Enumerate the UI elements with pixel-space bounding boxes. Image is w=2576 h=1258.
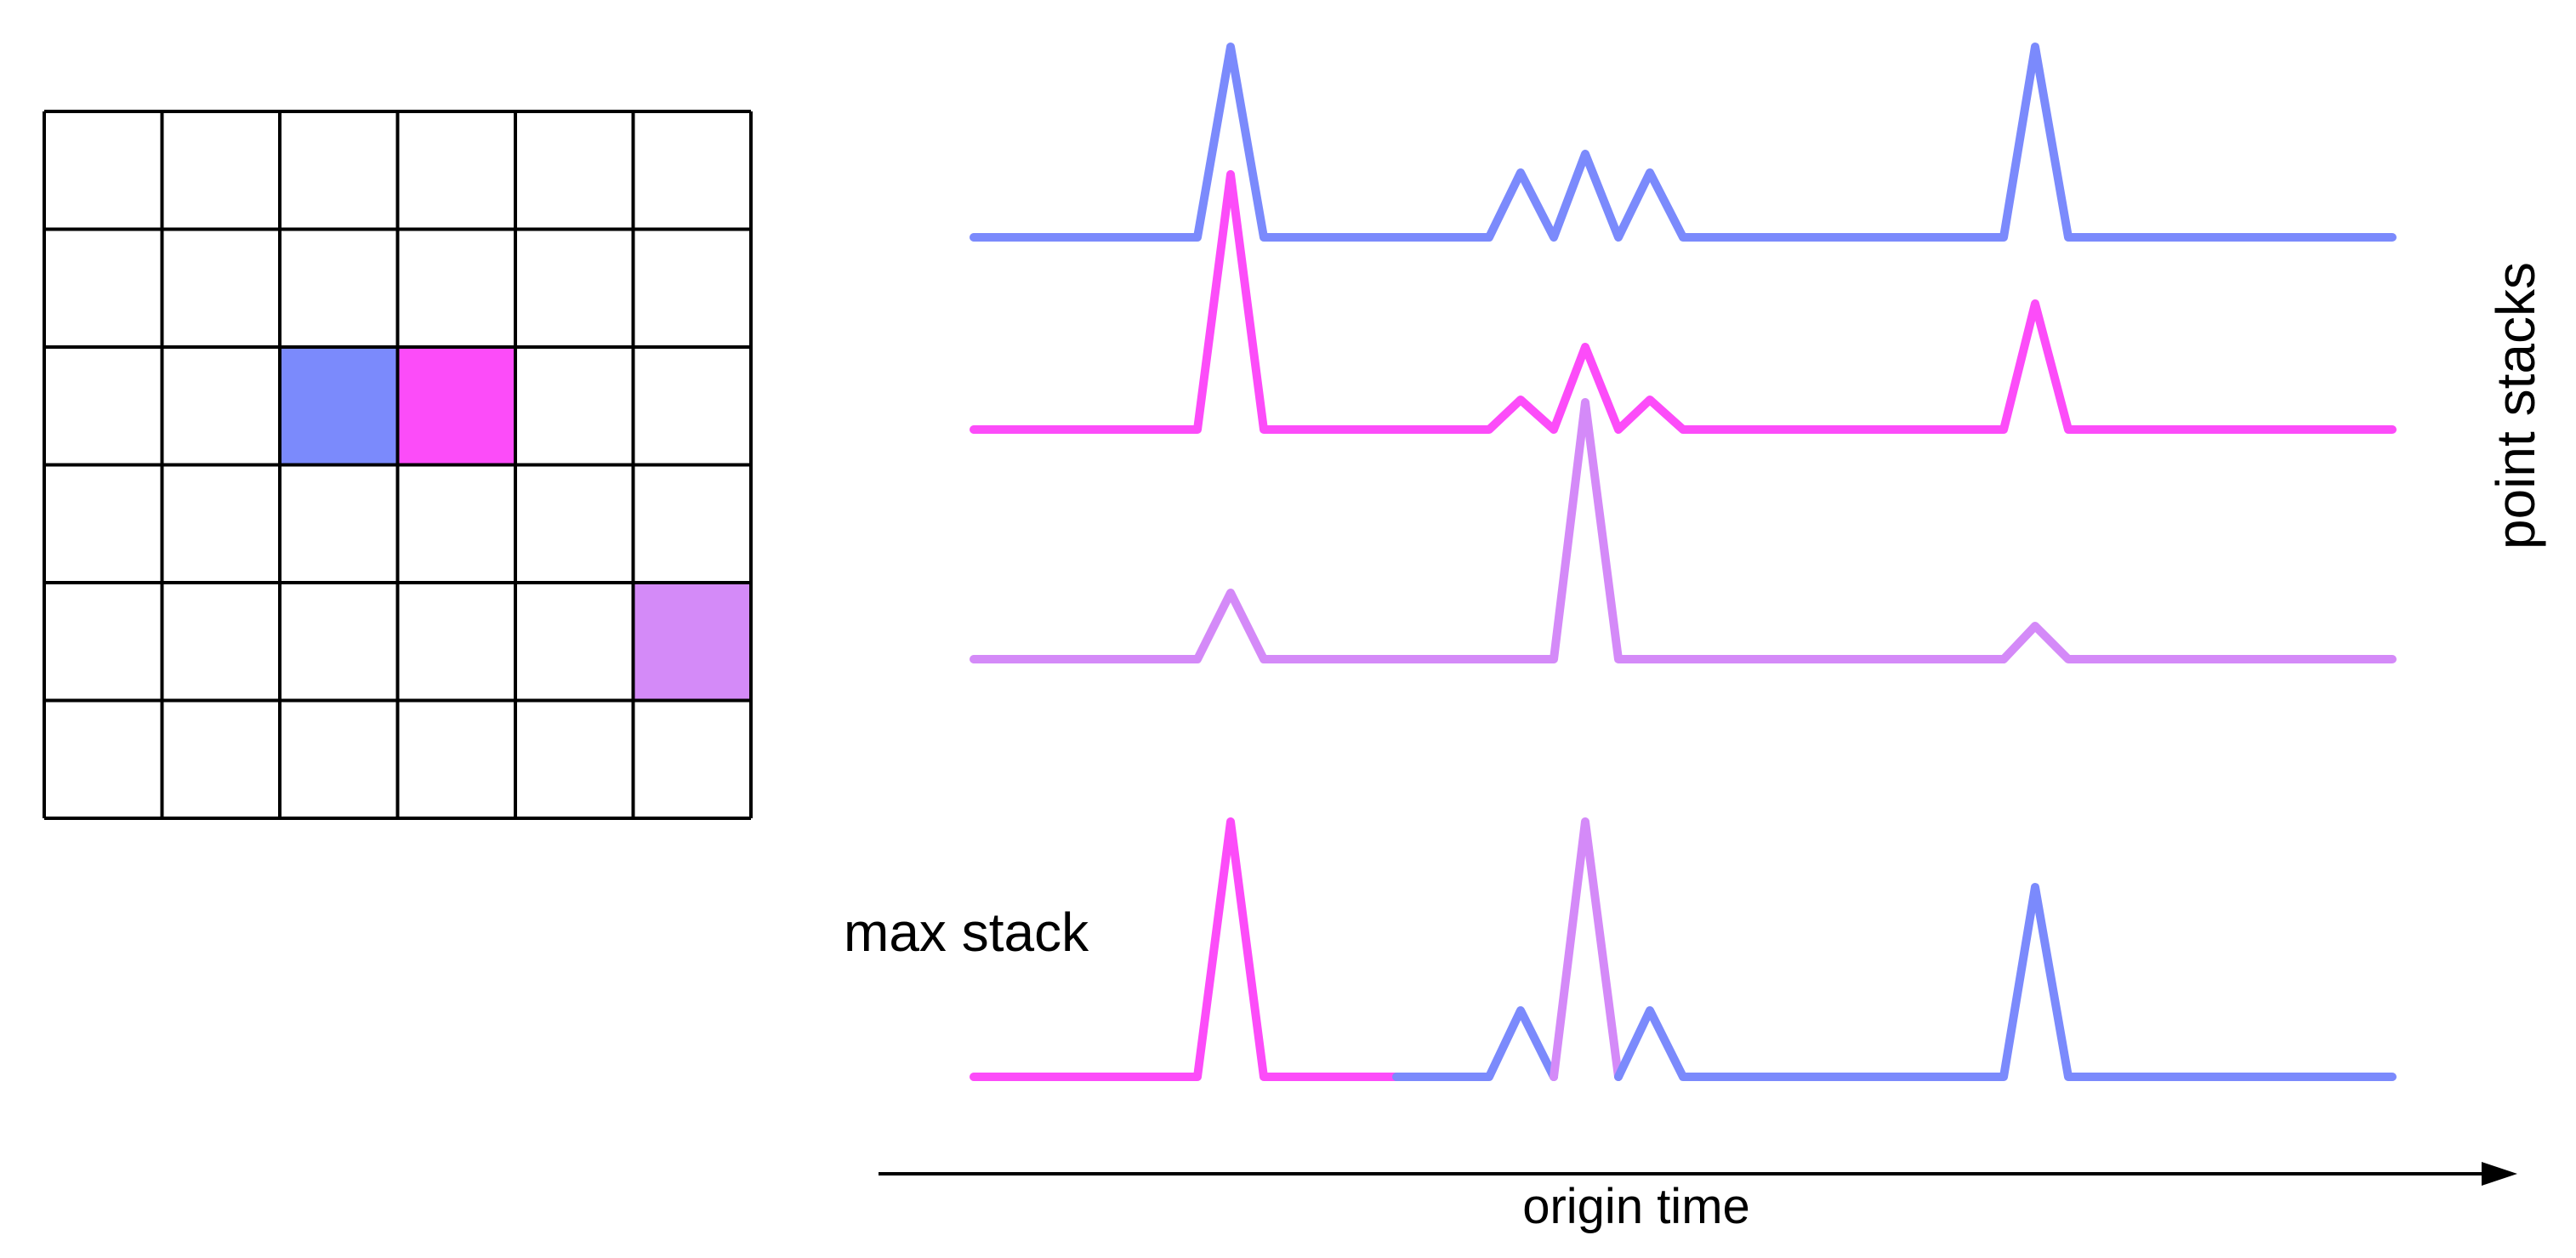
point-stack-traces (970, 43, 2397, 663)
max-stack-label: max stack (844, 902, 1089, 963)
max-stack-segment-blue-2 (1614, 883, 2397, 1081)
point-stack-trace-magenta (970, 170, 2397, 434)
grid-of-points (43, 110, 753, 820)
max-stack-segment-purple (1550, 817, 1623, 1081)
highlighted-cell-purple (633, 583, 751, 701)
point-stack-trace-blue (970, 43, 2397, 242)
origin-time-axis (879, 1162, 2517, 1186)
point-stacks-label: point stacks (2485, 262, 2546, 549)
max-stack-segment-blue (1392, 1006, 1558, 1081)
point-stack-trace-purple (970, 398, 2397, 663)
highlighted-cell-blue (280, 347, 398, 465)
highlighted-cell-magenta (397, 347, 515, 465)
max-stack-trace (970, 817, 2397, 1081)
origin-time-label: origin time (1522, 1179, 1750, 1234)
arrow-right-icon (2482, 1162, 2517, 1186)
max-stack-segment-magenta (970, 817, 1401, 1081)
